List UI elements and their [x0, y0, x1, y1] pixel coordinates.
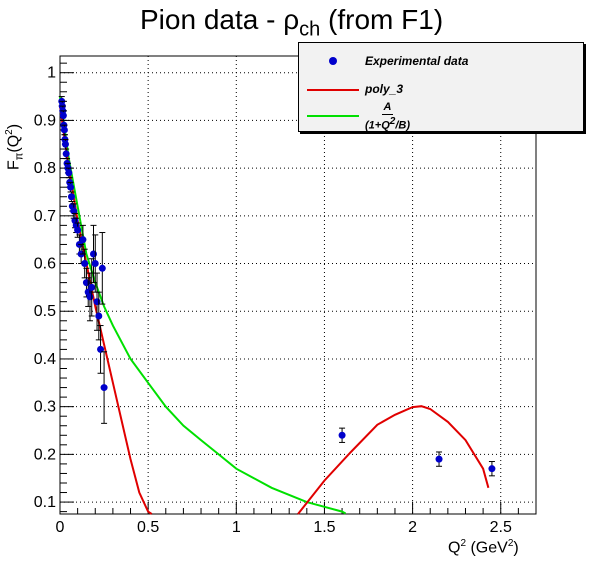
y-tick-label: 0.9 — [34, 112, 56, 129]
legend-entry-fit: A (1+Q2/B) — [299, 101, 583, 132]
data-point — [91, 260, 99, 268]
data-point — [89, 250, 97, 258]
data-point — [79, 236, 87, 244]
y-tick-label: 0.3 — [34, 399, 56, 416]
x-tick-label: 0 — [56, 519, 65, 536]
data-point — [70, 207, 78, 215]
data-point — [67, 183, 75, 191]
y-tick-label: 0.4 — [34, 351, 56, 368]
x-tick-label: 1.5 — [313, 519, 335, 536]
y-tick-label: 1 — [47, 65, 56, 82]
data-point — [65, 169, 73, 177]
points-layer — [58, 96, 496, 477]
data-point — [488, 465, 496, 473]
legend-label-fit: A (1+Q2/B) — [365, 101, 410, 133]
fit-layer — [59, 96, 347, 515]
data-point — [88, 283, 96, 291]
data-point — [435, 455, 443, 463]
y-tick-label: 0.6 — [34, 256, 56, 273]
data-point — [98, 264, 106, 272]
y-tick-label: 0.2 — [34, 446, 56, 463]
data-point — [86, 293, 94, 301]
legend-entry-experimental: Experimental data — [299, 49, 583, 75]
data-point — [82, 279, 90, 287]
data-point — [62, 150, 70, 158]
legend-label-poly: poly_3 — [365, 82, 404, 96]
x-tick-label: 2.5 — [490, 519, 512, 536]
x-axis-label: Q2 (GeV2) — [448, 538, 519, 557]
y-tick-label: 0.7 — [34, 208, 56, 225]
fit-numerator: A — [381, 101, 394, 115]
legend-entry-poly: poly_3 — [299, 77, 583, 103]
legend-label-experimental: Experimental data — [365, 54, 469, 68]
data-point — [61, 140, 69, 148]
fit-curve — [59, 96, 347, 515]
data-point — [60, 126, 68, 134]
y-tick-label: 0.5 — [34, 303, 56, 320]
y-axis-label: Fπ(Q2) — [4, 123, 26, 170]
chart-legend: Experimental data poly_3 A (1+Q2/B) — [298, 42, 584, 132]
data-point — [97, 345, 105, 353]
data-point — [95, 312, 103, 320]
x-tick-label: 0.5 — [137, 519, 159, 536]
legend-marker-experimental — [329, 57, 337, 65]
plot-frame — [59, 55, 537, 515]
data-point — [81, 260, 89, 268]
fit-denominator: (1+Q2/B) — [365, 116, 410, 132]
legend-line-poly — [307, 89, 359, 91]
data-point — [59, 112, 67, 120]
data-point — [67, 193, 75, 201]
chart-title: Pion data - ρch (from F1) — [140, 4, 444, 41]
poly3-curve-right — [297, 405, 490, 515]
x-tick-label: 1 — [232, 519, 241, 536]
y-tick-label: 0.1 — [34, 494, 56, 511]
axis-layer: 0 0.5 1 1.5 2 2.5 0.1 0.2 0.3 0.4 0.5 0.6 0.7 0.8 0.9 1 — [34, 62, 537, 536]
data-point — [338, 431, 346, 439]
x-tick-label: 2 — [408, 519, 417, 536]
data-point — [74, 226, 82, 234]
y-tick-label: 0.8 — [34, 160, 56, 177]
legend-line-fit — [307, 115, 359, 117]
data-point — [100, 384, 108, 392]
